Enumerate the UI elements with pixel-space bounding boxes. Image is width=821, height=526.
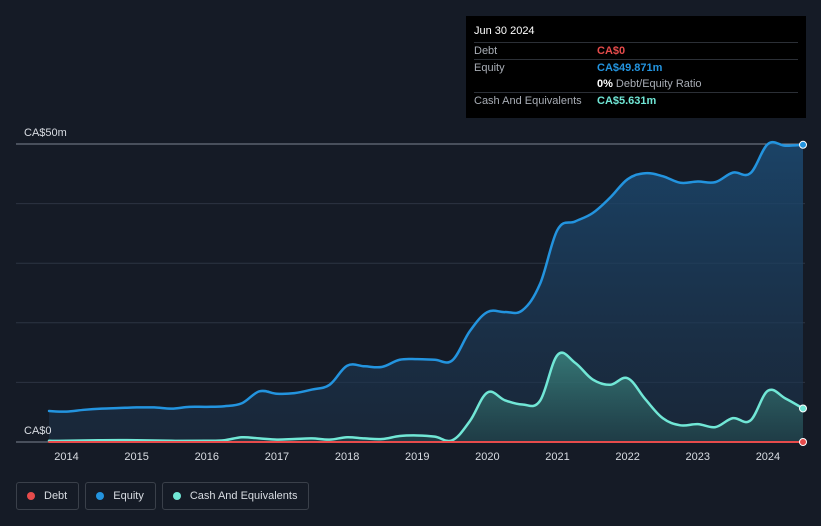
y-axis-ticks: CA$0 CA$50m xyxy=(24,127,67,437)
legend-cash-label: Cash And Equivalents xyxy=(189,490,298,502)
legend-debt-label: Debt xyxy=(44,490,68,502)
x-tick-label: 2018 xyxy=(335,451,359,463)
tooltip-debt-value: CA$0 xyxy=(597,45,626,57)
hover-tooltip: Jun 30 2024 Debt CA$0 Equity CA$49.871m … xyxy=(466,16,806,118)
cash-and-equivalents-line xyxy=(47,351,805,443)
tooltip-cash-label: Cash And Equivalents xyxy=(474,95,582,107)
tooltip-row-cash: Cash And Equivalents CA$5.631m xyxy=(474,92,798,109)
x-axis-ticks: 2014 2015 2016 2017 2018 2019 2020 2021 2022 2023… xyxy=(54,451,780,463)
series-lines xyxy=(47,140,805,444)
debt-dot-icon xyxy=(27,492,35,500)
equity-area xyxy=(49,142,803,443)
y-tick-label: CA$50m xyxy=(24,127,67,139)
y-tick-label: CA$0 xyxy=(24,425,52,437)
tooltip-equity-value: CA$49.871m xyxy=(597,62,663,74)
cash-dot-icon xyxy=(172,492,181,500)
chart-legend: Debt Equity Cash And Equivalents xyxy=(16,482,310,510)
x-tick-label: 2023 xyxy=(686,451,710,463)
tooltip-ratio-label: Debt/Equity Ratio xyxy=(615,78,702,90)
x-tick-label: 2014 xyxy=(54,451,78,463)
x-tick-label: 2020 xyxy=(475,451,499,463)
x-tick-label: 2022 xyxy=(615,451,639,463)
tooltip-equity-label: Equity xyxy=(474,62,505,74)
x-tick-label: 2015 xyxy=(124,451,148,463)
tooltip-row-equity: Equity CA$49.871m xyxy=(474,59,798,76)
x-tick-label: 2017 xyxy=(265,451,289,463)
tooltip-row-ratio: 0% Debt/Equity Ratio xyxy=(474,76,798,92)
debt-end-marker xyxy=(799,438,807,446)
x-tick-label: 2021 xyxy=(545,451,569,463)
series-areas xyxy=(49,142,803,443)
equity-dot-icon xyxy=(96,492,105,500)
cash-and-equivalents-end-marker xyxy=(799,404,807,413)
tooltip-debt-label: Debt xyxy=(474,45,498,57)
legend-item-cash[interactable]: Cash And Equivalents xyxy=(161,482,310,510)
legend-equity-label: Equity xyxy=(113,490,144,502)
x-tick-label: 2024 xyxy=(756,451,780,463)
tooltip-row-debt: Debt CA$0 xyxy=(474,42,798,59)
series-end-markers xyxy=(799,140,807,446)
equity-end-marker xyxy=(799,140,807,149)
x-tick-label: 2016 xyxy=(195,451,219,463)
x-tick-label: 2019 xyxy=(405,451,429,463)
legend-item-equity[interactable]: Equity xyxy=(85,482,156,510)
equity-line xyxy=(47,140,805,413)
tooltip-ratio-value: 0% xyxy=(597,78,613,90)
tooltip-cash-value: CA$5.631m xyxy=(597,95,657,107)
legend-item-debt[interactable]: Debt xyxy=(16,482,80,510)
tooltip-date: Jun 30 2024 xyxy=(474,25,535,37)
cash-and-equivalents-area xyxy=(49,352,803,442)
